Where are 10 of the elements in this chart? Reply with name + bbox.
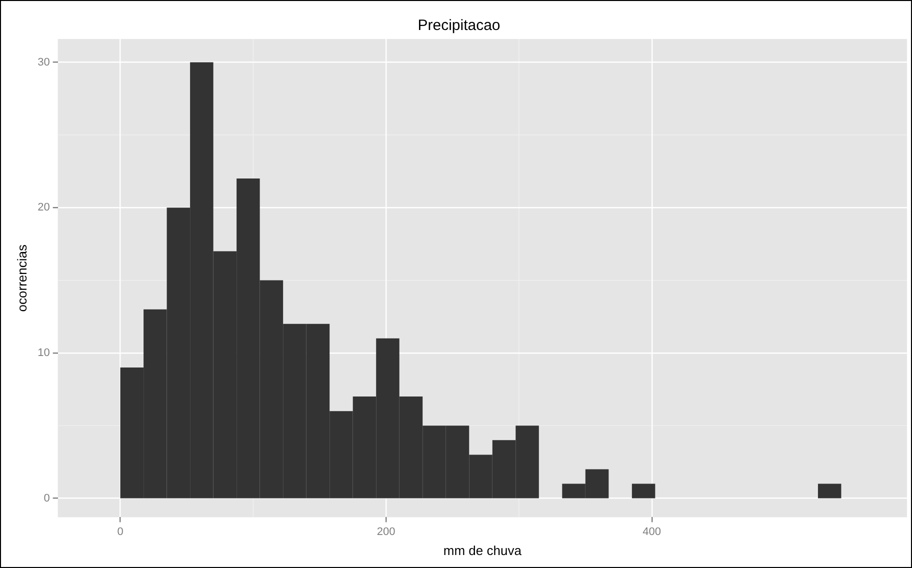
y-tick-label: 30: [38, 56, 50, 68]
chart-title: Precipitacao: [418, 17, 500, 34]
y-axis-title: ocorrencias: [14, 244, 30, 312]
x-axis-title: mm de chuva: [443, 542, 522, 558]
x-tick-label: 0: [117, 526, 124, 538]
y-tick-label: 10: [38, 346, 50, 359]
x-tick-label: 400: [642, 526, 662, 538]
x-tick-label: 200: [376, 526, 396, 538]
y-tick-label: 20: [38, 202, 50, 214]
y-tick-label: 0: [44, 492, 50, 504]
